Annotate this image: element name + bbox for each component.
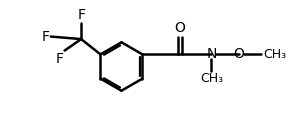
Text: F: F: [56, 51, 64, 66]
Text: O: O: [175, 21, 185, 35]
Text: CH₃: CH₃: [200, 72, 223, 85]
Text: O: O: [234, 47, 245, 61]
Text: CH₃: CH₃: [263, 48, 286, 61]
Text: F: F: [42, 30, 50, 43]
Text: N: N: [206, 47, 217, 61]
Text: F: F: [77, 8, 85, 22]
